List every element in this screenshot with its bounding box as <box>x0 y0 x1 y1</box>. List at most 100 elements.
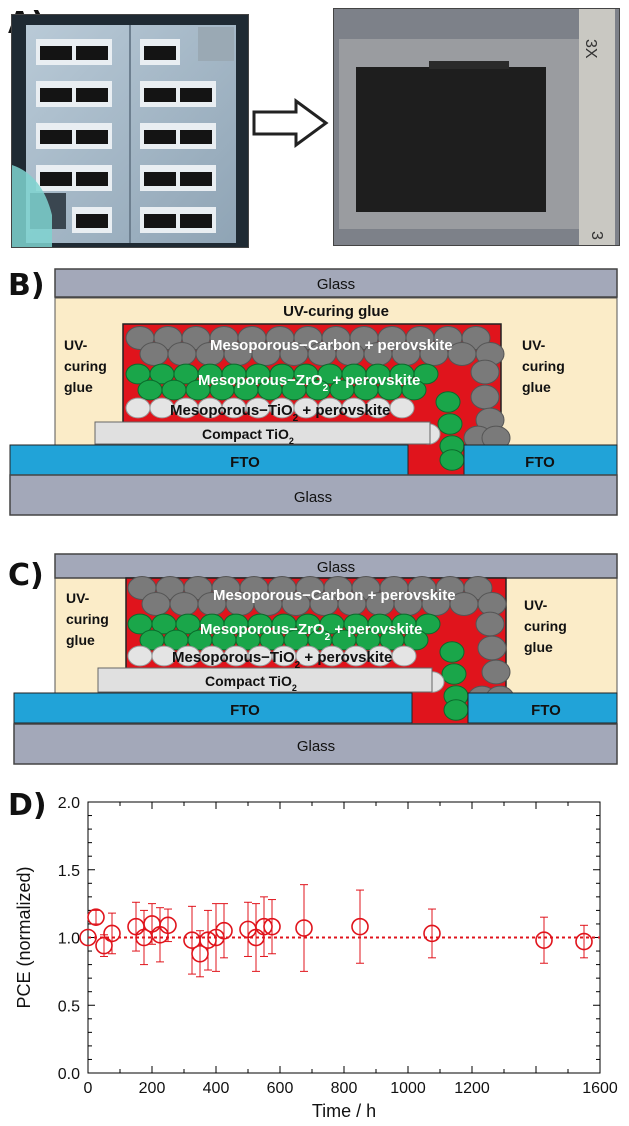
cell-active-area <box>76 88 108 102</box>
data-point <box>263 917 281 936</box>
diagram-c-structure <box>13 553 618 765</box>
glass-top-label: Glass <box>317 276 355 293</box>
particle <box>439 449 465 471</box>
panel-label-c: C) <box>8 558 44 593</box>
panel-label-b: B) <box>8 268 45 303</box>
fto-left-label: FTO <box>230 702 260 719</box>
diagram-b-structure <box>9 268 618 516</box>
particle <box>401 379 427 401</box>
compact-tio2-layer <box>94 421 431 445</box>
particle <box>415 613 441 635</box>
compact-tio2-label: Compact TiO2 <box>202 426 294 446</box>
x-axis-label: Time / h <box>312 1101 376 1121</box>
diagram-c: Glass UV- curing glue UV- curing glue Me… <box>13 553 618 765</box>
particle <box>389 397 415 419</box>
particle <box>437 413 463 435</box>
particle <box>441 663 467 685</box>
particle <box>481 659 511 685</box>
particle <box>139 342 169 366</box>
particle <box>161 379 187 401</box>
uv-left-label-3: glue <box>66 632 95 648</box>
x-tick-label: 800 <box>331 1080 358 1097</box>
y-tick-label: 1.5 <box>58 863 80 880</box>
cell-active-area <box>40 88 72 102</box>
particle <box>439 641 465 663</box>
cell-active-area <box>180 88 212 102</box>
y-tick-label: 2.0 <box>58 795 80 812</box>
single-cell-image: 3X 3 <box>334 9 619 245</box>
carbon-layer-label: Mesoporous−Carbon + perovskite <box>210 337 453 354</box>
cell-active-area <box>40 130 72 144</box>
data-point <box>423 924 441 943</box>
photo-single-cell: 3X 3 <box>333 8 620 246</box>
glass-bottom-label: Glass <box>294 489 332 506</box>
particle <box>125 397 151 419</box>
y-tick-label: 0.5 <box>58 998 80 1015</box>
zro2-layer-label: Mesoporous−ZrO2 + perovskite <box>200 621 422 643</box>
cell-active-area <box>180 130 212 144</box>
glass-bottom-label: Glass <box>297 738 335 755</box>
cell-active-area <box>40 172 72 186</box>
cell-active-area <box>144 88 176 102</box>
sample-mark: 3 <box>588 231 605 240</box>
cell-active-area <box>180 172 212 186</box>
uv-left-label-3: glue <box>64 379 93 395</box>
uv-right-label-2: curing <box>524 618 567 634</box>
particle <box>169 592 199 616</box>
particle <box>413 363 439 385</box>
photo-substrate-grid <box>11 14 249 248</box>
x-tick-label: 1000 <box>390 1080 426 1097</box>
data-point <box>295 919 313 937</box>
data-point <box>87 908 105 926</box>
particle <box>470 384 500 410</box>
particle <box>443 699 469 721</box>
fto-right <box>463 444 618 476</box>
uv-left-label-2: curing <box>64 358 107 374</box>
cell-active-area <box>144 172 176 186</box>
y-tick-label: 1.0 <box>58 931 80 948</box>
data-point <box>79 928 97 947</box>
x-tick-label: 400 <box>203 1080 230 1097</box>
fto-right <box>467 692 618 724</box>
carbon-layer-label: Mesoporous−Carbon + perovskite <box>213 587 456 604</box>
particle <box>127 645 153 667</box>
sample-label-3x: 3X <box>582 39 599 59</box>
particle <box>167 342 197 366</box>
uv-left-label-1: UV- <box>66 590 90 606</box>
fto-right-label: FTO <box>531 702 561 719</box>
uv-top-label: UV-curing glue <box>283 303 389 320</box>
uv-right-label-1: UV- <box>522 337 546 353</box>
particle <box>435 391 461 413</box>
data-point <box>215 921 233 940</box>
cell-active-area <box>76 172 108 186</box>
y-tick-label: 0.0 <box>58 1066 80 1083</box>
top-glass <box>54 268 618 298</box>
glass-top-label: Glass <box>317 559 355 576</box>
cell-active-area <box>144 46 176 60</box>
diagram-b: Glass UV-curing glue UV- curing glue UV-… <box>9 268 618 516</box>
x-tick-label: 600 <box>267 1080 294 1097</box>
cell-active-area <box>144 214 176 228</box>
fto-right-label: FTO <box>525 454 555 471</box>
tio2-layer-label: Mesoporous−TiO2 + perovskite <box>172 649 392 671</box>
cell-active-area <box>76 46 108 60</box>
uv-left-label-2: curing <box>66 611 109 627</box>
particle <box>475 611 505 637</box>
cell-active-area <box>76 214 108 228</box>
compact-tio2-layer <box>97 667 433 693</box>
data-point <box>159 916 177 935</box>
particle <box>137 379 163 401</box>
uv-right-label-3: glue <box>524 639 553 655</box>
y-axis-label: PCE (normalized) <box>14 866 34 1008</box>
particle <box>403 629 429 651</box>
cell-active-area <box>144 130 176 144</box>
substrate-grid-image <box>12 25 236 247</box>
x-tick-label: 0 <box>84 1080 93 1097</box>
compact-tio2-label: Compact TiO2 <box>205 673 297 693</box>
bottom-glass <box>13 723 618 765</box>
x-tick-label: 1200 <box>454 1080 490 1097</box>
data-point <box>535 931 553 950</box>
data-point <box>575 932 593 951</box>
data-point <box>351 917 369 936</box>
plot-frame <box>87 801 601 1074</box>
